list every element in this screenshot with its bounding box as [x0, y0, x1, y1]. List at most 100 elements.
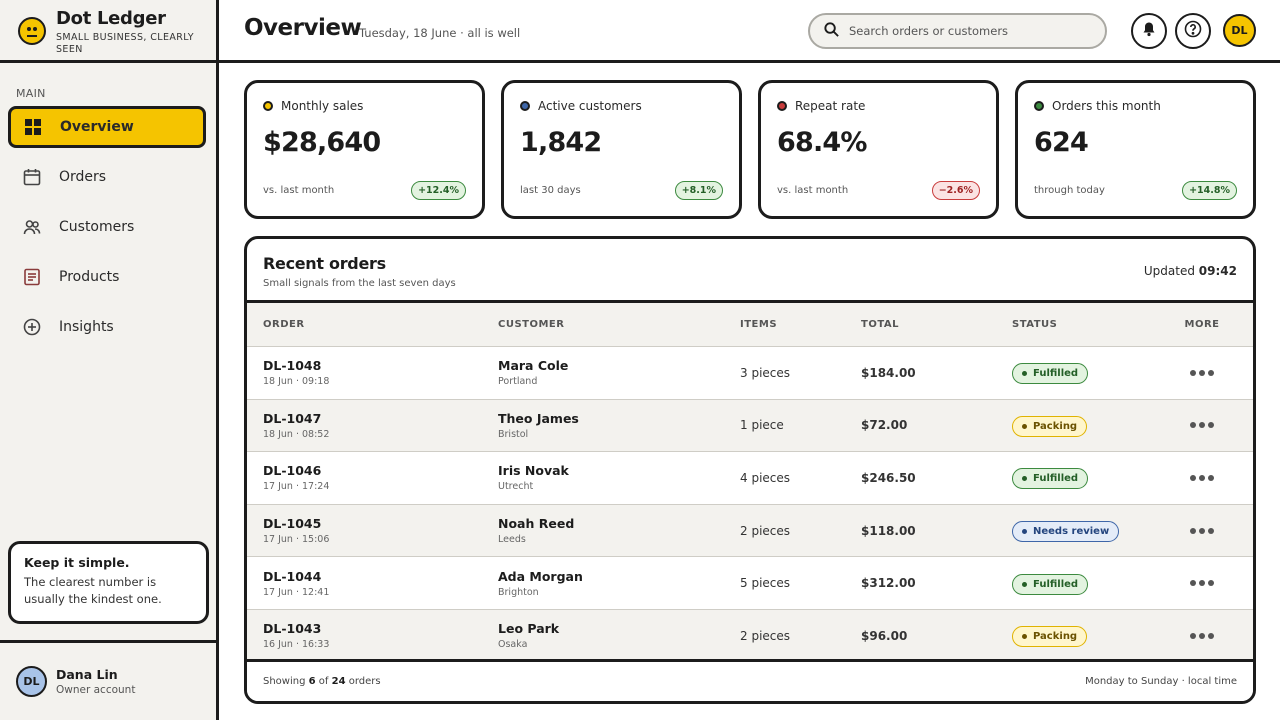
- user-profile[interactable]: DL Dana Lin Owner account: [0, 640, 216, 720]
- panel-subtitle: Small signals from the last seven days: [263, 278, 456, 289]
- status-badge: Packing: [1012, 415, 1088, 437]
- sidebar-item-label: Customers: [59, 219, 135, 235]
- customer-city: Brighton: [498, 586, 539, 598]
- more-options-icon[interactable]: [1190, 474, 1214, 481]
- status-dot-icon: [1022, 634, 1027, 640]
- search-input[interactable]: [849, 24, 1089, 38]
- sidebar: Dot Ledger SMALL BUSINESS, CLEARLY SEEN …: [0, 0, 219, 720]
- tip-body: The clearest number is usually the kinde…: [24, 575, 162, 606]
- customer-name[interactable]: Noah Reed: [498, 516, 575, 532]
- table-footer: Showing 6 of 24 orders Monday to Sunday …: [247, 659, 1253, 701]
- grid-icon: [24, 118, 42, 136]
- help-icon: [1184, 20, 1202, 42]
- status-badge: Fulfilled: [1012, 468, 1089, 490]
- sidebar-item-overview[interactable]: Overview: [8, 106, 206, 148]
- panel-title: Recent orders: [263, 254, 386, 273]
- table-row[interactable]: DL-1048 18 Jun · 09:18 Mara Cole Portland 3 …: [247, 347, 1253, 400]
- customer-name[interactable]: Theo James: [498, 410, 579, 426]
- order-id[interactable]: DL-1045: [263, 516, 322, 532]
- stat-change-badge: +14.8%: [1182, 181, 1237, 200]
- help-button[interactable]: [1175, 13, 1211, 49]
- order-id[interactable]: DL-1047: [263, 410, 322, 426]
- table-row[interactable]: DL-1047 18 Jun · 08:52 Theo James Bristol 1 …: [247, 399, 1253, 453]
- status-dot-icon: [1022, 529, 1027, 535]
- stat-card-orders-this-month[interactable]: Orders this month 624 through today +14.8…: [1015, 80, 1256, 219]
- plus-circle-icon: [23, 318, 41, 336]
- document-icon: [23, 268, 41, 286]
- sidebar-item-label: Overview: [60, 119, 134, 135]
- order-total: $96.00: [861, 628, 908, 643]
- status-dot-icon: [1034, 101, 1044, 111]
- customer-name[interactable]: Mara Cole: [498, 358, 569, 374]
- order-total: $72.00: [861, 418, 908, 433]
- table-row[interactable]: DL-1046 17 Jun · 17:24 Iris Novak Utrecht 4 …: [247, 452, 1253, 505]
- more-options-icon[interactable]: [1190, 369, 1214, 376]
- nav-section-label: MAIN: [16, 87, 46, 100]
- brand[interactable]: Dot Ledger SMALL BUSINESS, CLEARLY SEEN: [0, 0, 216, 63]
- customer-city: Osaka: [498, 639, 528, 651]
- account-avatar-button[interactable]: DL: [1223, 14, 1256, 47]
- column-header-customer[interactable]: CUSTOMER: [498, 319, 565, 330]
- column-header-order[interactable]: ORDER: [263, 319, 305, 330]
- order-id[interactable]: DL-1046: [263, 463, 322, 479]
- sidebar-item-insights[interactable]: Insights: [8, 306, 206, 348]
- order-total: $184.00: [861, 365, 916, 380]
- brand-logo-icon: [18, 17, 46, 45]
- customer-name[interactable]: Iris Novak: [498, 463, 569, 479]
- more-options-icon[interactable]: [1190, 580, 1214, 587]
- order-date: 17 Jun · 12:41: [263, 586, 330, 598]
- users-icon: [23, 218, 41, 236]
- stat-label: Monthly sales: [281, 99, 364, 113]
- tip-title: Keep it simple.: [24, 555, 130, 570]
- more-options-icon[interactable]: [1190, 422, 1214, 429]
- bell-icon: [1140, 20, 1158, 42]
- status-dot-icon: [1022, 371, 1027, 377]
- customer-name[interactable]: Ada Morgan: [498, 568, 583, 584]
- order-items: 4 pieces: [740, 470, 791, 485]
- order-items: 1 piece: [740, 418, 784, 433]
- top-bar: Overview Tuesday, 18 June · all is well …: [219, 0, 1280, 63]
- sidebar-item-products[interactable]: Products: [8, 256, 206, 298]
- order-items: 2 pieces: [740, 628, 791, 643]
- stat-value: 68.4%: [777, 127, 867, 158]
- column-header-more: MORE: [1184, 319, 1220, 330]
- column-header-items[interactable]: ITEMS: [740, 319, 778, 330]
- stat-change-badge: +8.1%: [674, 181, 723, 200]
- search-box[interactable]: [808, 13, 1107, 49]
- search-icon: [823, 21, 840, 42]
- customer-city: Leeds: [498, 534, 526, 546]
- sidebar-item-customers[interactable]: Customers: [8, 206, 206, 248]
- order-date: 17 Jun · 17:24: [263, 481, 330, 493]
- status-dot-icon: [777, 101, 787, 111]
- timezone-note: Monday to Sunday · local time: [1085, 676, 1237, 687]
- order-total: $118.00: [861, 523, 916, 538]
- customer-name[interactable]: Leo Park: [498, 621, 560, 637]
- order-items: 2 pieces: [740, 523, 791, 538]
- sidebar-item-orders[interactable]: Orders: [8, 156, 206, 198]
- column-header-status[interactable]: STATUS: [1012, 319, 1058, 330]
- stat-card-monthly-sales[interactable]: Monthly sales $28,640 vs. last month +12.…: [244, 80, 485, 219]
- more-options-icon[interactable]: [1190, 632, 1214, 639]
- stat-card-repeat-rate[interactable]: Repeat rate 68.4% vs. last month −2.6%: [758, 80, 999, 219]
- order-items: 3 pieces: [740, 365, 791, 380]
- order-id[interactable]: DL-1048: [263, 358, 322, 374]
- table-row[interactable]: DL-1045 17 Jun · 15:06 Noah Reed Leeds 2 pie…: [247, 504, 1253, 558]
- status-dot-icon: [1022, 581, 1027, 587]
- stat-change-badge: +12.4%: [411, 181, 466, 200]
- order-items: 5 pieces: [740, 576, 791, 591]
- stat-card-active-customers[interactable]: Active customers 1,842 last 30 days +8.1%: [501, 80, 742, 219]
- order-id[interactable]: DL-1044: [263, 568, 322, 584]
- pagination-summary: Showing 6 of 24 orders: [263, 676, 381, 687]
- status-badge: Fulfilled: [1012, 363, 1089, 385]
- table-row[interactable]: DL-1044 17 Jun · 12:41 Ada Morgan Brighton 5…: [247, 557, 1253, 610]
- page-title: Overview: [244, 15, 362, 41]
- order-date: 16 Jun · 16:33: [263, 639, 330, 651]
- more-options-icon[interactable]: [1190, 527, 1214, 534]
- order-id[interactable]: DL-1043: [263, 621, 322, 637]
- table-row[interactable]: DL-1043 16 Jun · 16:33 Leo Park Osaka 2 piec…: [247, 609, 1253, 663]
- column-header-total[interactable]: TOTAL: [861, 319, 899, 330]
- user-role: Owner account: [56, 684, 136, 696]
- sidebar-item-label: Orders: [59, 169, 107, 185]
- calendar-icon: [23, 168, 41, 186]
- notifications-button[interactable]: [1131, 13, 1167, 49]
